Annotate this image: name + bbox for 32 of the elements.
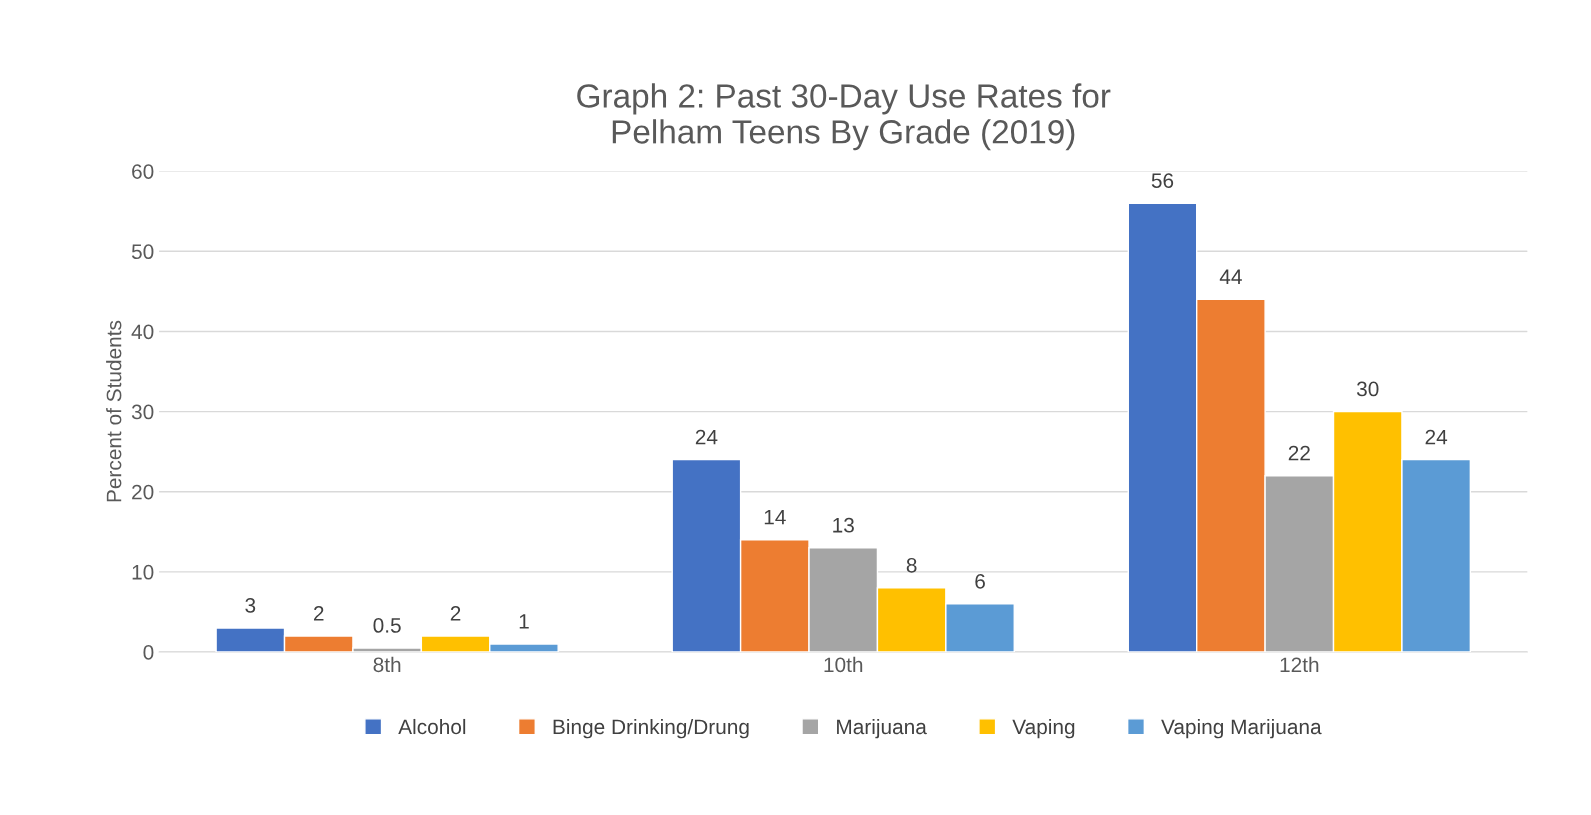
data-label: 1: [519, 614, 529, 629]
legend-label: Vaping Marijuana: [1161, 718, 1322, 739]
y-tick-label: 0: [143, 645, 154, 660]
legend-label: Vaping: [1012, 718, 1075, 739]
y-tick-label: 20: [132, 484, 154, 500]
y-axis-title: Percent of Students: [106, 320, 122, 502]
data-label: 22: [1288, 445, 1310, 461]
legend-label: Marijuana: [837, 718, 927, 739]
x-tick-label: 10th: [824, 656, 863, 673]
data-label: 2: [450, 605, 461, 621]
y-tick-label: 60: [132, 164, 154, 179]
legend-label: Binge Drinking/Drung: [553, 718, 749, 739]
x-tick-label: 12th: [1280, 656, 1319, 673]
data-label: 30: [1356, 381, 1379, 397]
data-label: 44: [1219, 269, 1242, 284]
y-tick-label: 10: [132, 564, 154, 580]
data-label: 0.5: [373, 618, 401, 633]
data-label: 24: [695, 429, 718, 445]
data-label: 3: [245, 597, 256, 613]
data-label: 2: [313, 605, 324, 621]
data-label: 8: [906, 557, 917, 573]
y-tick-label: 30: [131, 404, 154, 420]
legend-label: Alcohol: [398, 718, 466, 735]
y-tick-label: 40: [131, 324, 154, 340]
data-label: 13: [833, 517, 854, 533]
data-label: 24: [1425, 429, 1448, 445]
data-label: 56: [1151, 173, 1174, 188]
chart-title: Graph 2: Past 30-Day Use Rates for Pelham Teens By Grade (2019): [577, 83, 1111, 151]
data-label: 6: [975, 573, 985, 589]
data-label: 14: [764, 510, 786, 525]
y-tick-label: 50: [131, 244, 154, 260]
x-tick-label: 8th: [373, 656, 401, 673]
